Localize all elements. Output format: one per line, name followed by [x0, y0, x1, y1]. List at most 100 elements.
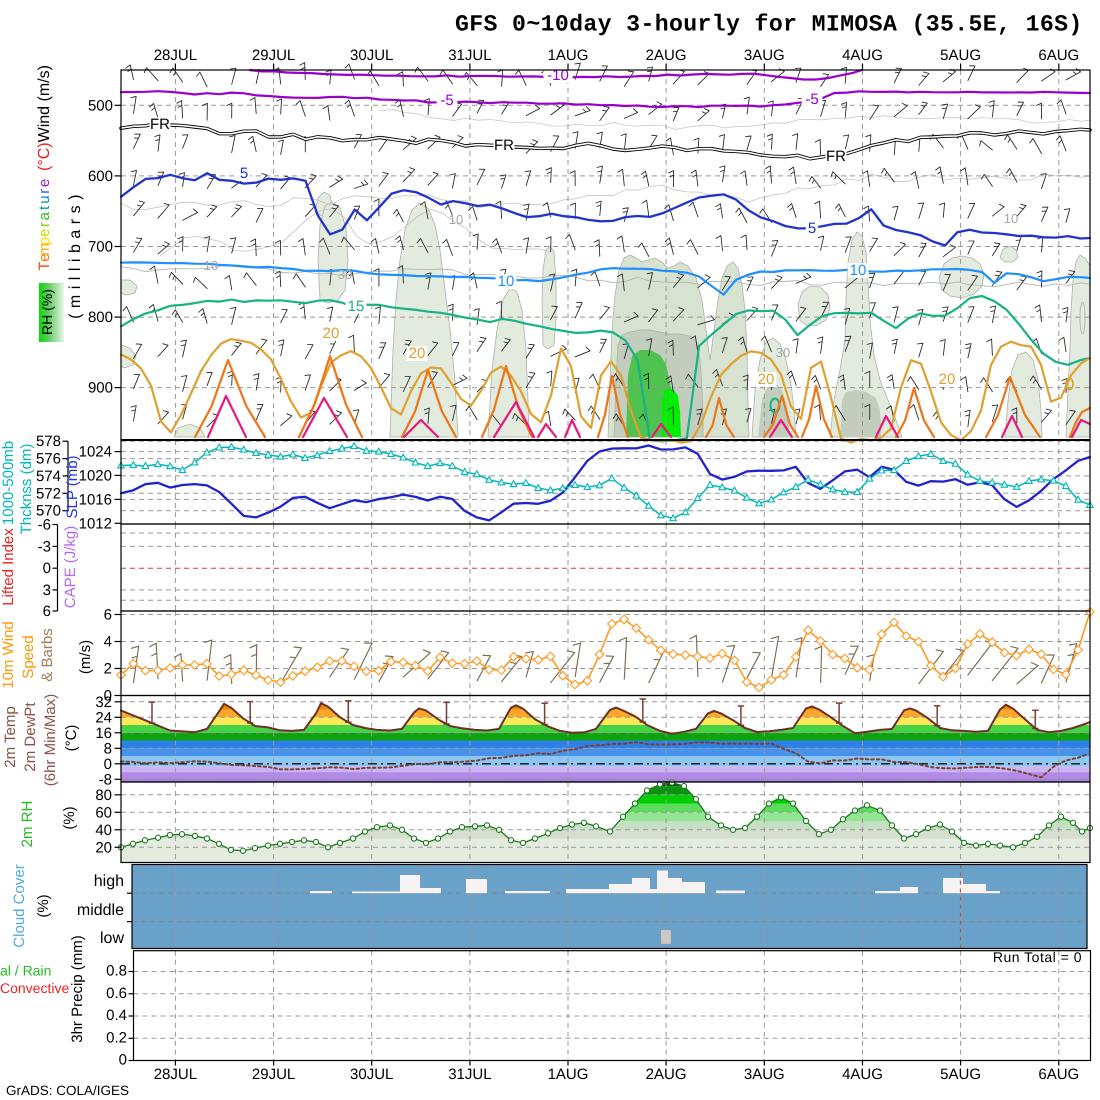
svg-text:6AUG: 6AUG	[1038, 1066, 1079, 1083]
svg-text:28JUL: 28JUL	[154, 1066, 197, 1083]
svg-text:8: 8	[104, 740, 112, 757]
svg-text:r: r	[36, 189, 53, 194]
svg-text:(°C)Wind (m/s): (°C)Wind (m/s)	[36, 65, 53, 171]
svg-text:-5: -5	[440, 92, 453, 109]
svg-text:10: 10	[850, 262, 867, 279]
svg-text:p: p	[36, 237, 53, 245]
svg-text:0.6: 0.6	[106, 985, 127, 1002]
svg-text:e: e	[36, 229, 53, 237]
svg-text:SLP (mb): SLP (mb)	[64, 455, 81, 518]
svg-text:10: 10	[498, 273, 515, 290]
svg-text:u: u	[36, 195, 53, 203]
svg-text:10: 10	[449, 212, 463, 227]
svg-text:middle: middle	[77, 902, 124, 919]
svg-text:& Barbs: & Barbs	[39, 628, 56, 681]
svg-text:30JUL: 30JUL	[350, 47, 393, 64]
svg-text:2AUG: 2AUG	[646, 47, 687, 64]
svg-text:80: 80	[95, 787, 112, 804]
svg-text:576: 576	[36, 451, 61, 468]
svg-text:2m RH: 2m RH	[19, 801, 36, 848]
svg-text:Speed: Speed	[20, 635, 37, 678]
svg-text:6: 6	[104, 607, 112, 624]
svg-text:20: 20	[95, 839, 112, 856]
svg-text:FR: FR	[150, 116, 170, 133]
svg-text:29JUL: 29JUL	[252, 1066, 295, 1083]
svg-text:20: 20	[758, 371, 775, 388]
svg-text:574: 574	[36, 468, 61, 485]
svg-text:CAPE (J/kg): CAPE (J/kg)	[62, 526, 79, 609]
svg-text:32: 32	[95, 694, 112, 711]
svg-text:FR: FR	[826, 148, 846, 165]
svg-text:m: m	[36, 243, 53, 256]
svg-text:0: 0	[43, 560, 51, 577]
svg-text:30: 30	[338, 267, 352, 282]
svg-text:60: 60	[95, 804, 112, 821]
svg-text:40: 40	[95, 822, 112, 839]
svg-text:15: 15	[348, 298, 365, 315]
svg-text:5AUG: 5AUG	[940, 47, 981, 64]
svg-text:3AUG: 3AUG	[744, 47, 785, 64]
svg-text:-10: -10	[547, 67, 569, 84]
svg-text:800: 800	[88, 309, 113, 326]
svg-text:1024: 1024	[79, 444, 112, 461]
svg-text:578: 578	[36, 433, 61, 450]
svg-text:5AUG: 5AUG	[940, 1066, 981, 1083]
svg-text:(%): (%)	[35, 894, 52, 917]
svg-text:0: 0	[104, 756, 112, 773]
svg-text:4AUG: 4AUG	[842, 1066, 883, 1083]
svg-text:1AUG: 1AUG	[548, 47, 589, 64]
svg-text:5: 5	[240, 165, 248, 182]
svg-text:(6hr Min/Max): (6hr Min/Max)	[42, 694, 59, 787]
svg-text:0: 0	[119, 1052, 127, 1069]
svg-text:3hr Precip (mm): 3hr Precip (mm)	[69, 935, 86, 1043]
svg-text:-5: -5	[805, 91, 818, 108]
svg-text:0.2: 0.2	[106, 1029, 127, 1046]
svg-text:2: 2	[104, 661, 112, 678]
svg-text:(millibars): (millibars)	[67, 189, 84, 319]
svg-text:GrADS: COLA/IGES: GrADS: COLA/IGES	[6, 1083, 129, 1098]
svg-text:RH (%): RH (%)	[39, 289, 55, 335]
svg-text:2m DewPt: 2m DewPt	[22, 702, 39, 772]
svg-text:6AUG: 6AUG	[1038, 47, 1079, 64]
svg-text:2AUG: 2AUG	[646, 1066, 687, 1083]
svg-text:(%): (%)	[61, 806, 78, 829]
svg-text:0.4: 0.4	[106, 1007, 127, 1024]
svg-text:10: 10	[1004, 211, 1018, 226]
svg-text:Cloud Cover: Cloud Cover	[11, 864, 28, 947]
svg-text:572: 572	[36, 485, 61, 502]
svg-text:0.8: 0.8	[106, 963, 127, 980]
svg-text:10m Wind: 10m Wind	[0, 621, 17, 689]
svg-text:r: r	[36, 222, 53, 227]
svg-text:24: 24	[95, 709, 112, 726]
svg-text:20: 20	[409, 345, 426, 362]
svg-text:e: e	[36, 254, 53, 262]
svg-text:30: 30	[776, 345, 790, 360]
svg-text:GFS 0~10day 3-hourly for MIMOS: GFS 0~10day 3-hourly for MIMOSA (35.5E, …	[455, 12, 1083, 38]
svg-text:31JUL: 31JUL	[448, 1066, 491, 1083]
svg-text:Convective: Convective	[0, 980, 69, 996]
svg-text:Run Total = 0: Run Total = 0	[993, 949, 1082, 965]
svg-text:570: 570	[36, 503, 61, 520]
svg-text:28JUL: 28JUL	[154, 47, 197, 64]
svg-text:29JUL: 29JUL	[252, 47, 295, 64]
svg-text:6: 6	[43, 603, 51, 620]
svg-text:-8: -8	[99, 771, 112, 788]
svg-text:a: a	[36, 211, 53, 220]
svg-text:3AUG: 3AUG	[744, 1066, 785, 1083]
svg-text:-6: -6	[38, 517, 51, 534]
svg-text:30JUL: 30JUL	[350, 1066, 393, 1083]
svg-text:900: 900	[88, 380, 113, 397]
svg-text:(m/s): (m/s)	[77, 640, 94, 674]
svg-text:2m Temp: 2m Temp	[2, 706, 19, 767]
svg-text:Thcknss (dm): Thcknss (dm)	[18, 444, 35, 535]
svg-text:FR: FR	[494, 137, 514, 154]
svg-text:Lifted Index: Lifted Index	[0, 528, 17, 606]
svg-text:al / Rain: al / Rain	[0, 963, 51, 979]
svg-text:1AUG: 1AUG	[548, 1066, 589, 1083]
svg-text:500: 500	[88, 97, 113, 114]
svg-text:1000-500mb: 1000-500mb	[0, 441, 17, 525]
svg-text:10: 10	[204, 258, 218, 273]
svg-text:(°C): (°C)	[63, 725, 80, 752]
svg-text:5: 5	[808, 220, 816, 237]
svg-text:t: t	[36, 205, 53, 210]
